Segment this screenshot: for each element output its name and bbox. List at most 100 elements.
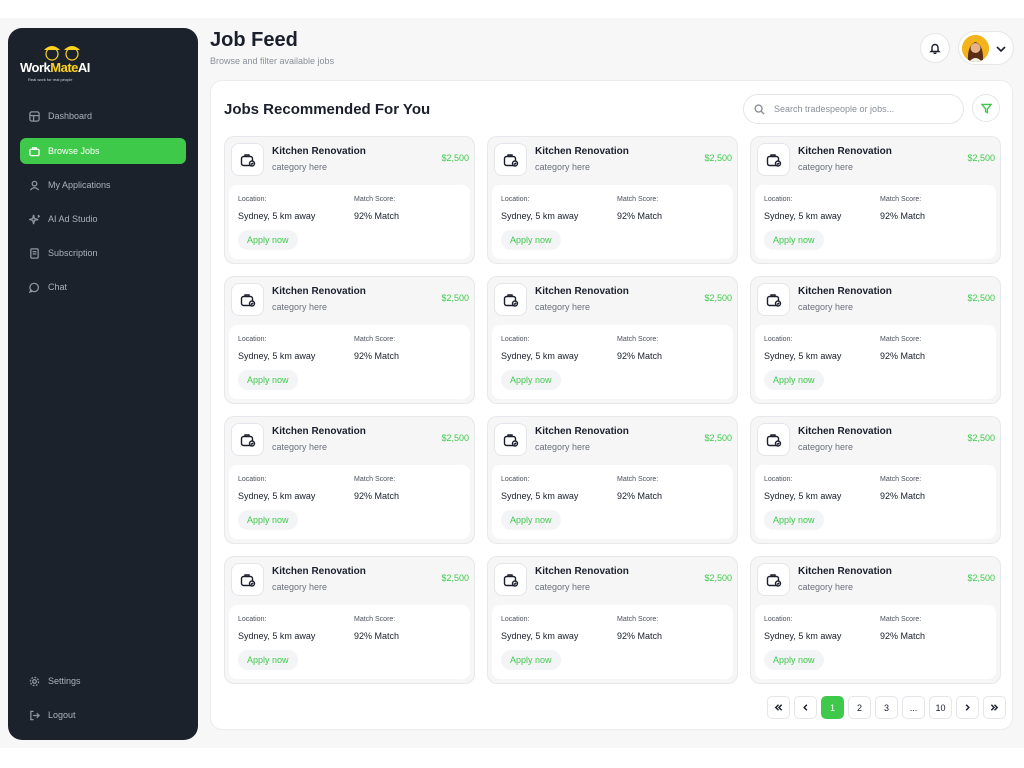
job-price: $2,500 bbox=[967, 153, 995, 163]
logo: WorkMateAI Real work for real people bbox=[20, 40, 130, 90]
sidebar-item-browse-jobs[interactable]: Browse Jobs bbox=[20, 138, 186, 164]
job-category: category here bbox=[272, 162, 328, 172]
profile-menu-button[interactable] bbox=[958, 31, 1014, 65]
job-title: Kitchen Renovation bbox=[798, 146, 892, 157]
job-price: $2,500 bbox=[704, 153, 732, 163]
search-icon bbox=[754, 103, 765, 115]
job-price: $2,500 bbox=[967, 293, 995, 303]
sidebar-item-subscription[interactable]: Subscription bbox=[20, 240, 186, 266]
job-category: category here bbox=[535, 302, 591, 312]
briefcase-icon bbox=[231, 143, 264, 176]
next-page-button[interactable] bbox=[956, 696, 979, 719]
apply-now-button[interactable]: Apply now bbox=[764, 650, 824, 670]
chevron-down-icon bbox=[995, 42, 1009, 56]
prev-page-button[interactable] bbox=[794, 696, 817, 719]
search-input[interactable] bbox=[774, 104, 944, 114]
job-price: $2,500 bbox=[704, 433, 732, 443]
job-title: Kitchen Renovation bbox=[535, 566, 629, 577]
apply-now-button[interactable]: Apply now bbox=[238, 510, 298, 530]
logo-mascot-icon bbox=[44, 46, 80, 61]
sidebar-item-logout[interactable]: Logout bbox=[20, 702, 186, 728]
job-card[interactable]: Kitchen Renovation category here $2,500 Loc… bbox=[224, 556, 475, 684]
job-card[interactable]: Kitchen Renovation category here $2,500 Loc… bbox=[750, 136, 1001, 264]
apply-now-button[interactable]: Apply now bbox=[238, 230, 298, 250]
job-card[interactable]: Kitchen Renovation category here $2,500 Loc… bbox=[487, 556, 738, 684]
apply-now-button[interactable]: Apply now bbox=[501, 370, 561, 390]
apply-now-button[interactable]: Apply now bbox=[764, 510, 824, 530]
sidebar-item-label: AI Ad Studio bbox=[48, 214, 98, 224]
location-label: Location: bbox=[764, 476, 793, 483]
job-card-body: Location: Sydney, 5 km away Match Score: 92… bbox=[492, 465, 733, 539]
sidebar-item-dashboard[interactable]: Dashboard bbox=[20, 103, 186, 129]
last-page-button[interactable] bbox=[983, 696, 1006, 719]
job-title: Kitchen Renovation bbox=[272, 426, 366, 437]
job-price: $2,500 bbox=[441, 433, 469, 443]
job-card-header: Kitchen Renovation category here $2,500 bbox=[488, 557, 737, 603]
briefcase-icon bbox=[757, 143, 790, 176]
job-category: category here bbox=[535, 442, 591, 452]
job-card[interactable]: Kitchen Renovation category here $2,500 Loc… bbox=[750, 556, 1001, 684]
search-box[interactable] bbox=[743, 94, 964, 124]
job-card[interactable]: Kitchen Renovation category here $2,500 Loc… bbox=[487, 136, 738, 264]
job-card-header: Kitchen Renovation category here $2,500 bbox=[488, 277, 737, 323]
job-card-header: Kitchen Renovation category here $2,500 bbox=[751, 417, 1000, 463]
job-card[interactable]: Kitchen Renovation category here $2,500 Loc… bbox=[487, 276, 738, 404]
logo-tagline: Real work for real people bbox=[28, 77, 73, 82]
page-title: Job Feed bbox=[210, 29, 298, 51]
filter-button[interactable] bbox=[972, 94, 1000, 122]
sidebar-item-label: My Applications bbox=[48, 180, 111, 190]
notifications-button[interactable] bbox=[920, 33, 950, 63]
page-button[interactable]: 2 bbox=[848, 696, 871, 719]
job-card-header: Kitchen Renovation category here $2,500 bbox=[751, 557, 1000, 603]
receipt-icon bbox=[28, 247, 40, 259]
match-score-label: Match Score: bbox=[880, 336, 922, 343]
job-card-body: Location: Sydney, 5 km away Match Score: 92… bbox=[229, 185, 470, 259]
sidebar-item-ai-ad-studio[interactable]: AI Ad Studio bbox=[20, 206, 186, 232]
job-card-body: Location: Sydney, 5 km away Match Score: 92… bbox=[755, 605, 996, 679]
apply-now-button[interactable]: Apply now bbox=[764, 230, 824, 250]
match-score-value: 92% Match bbox=[880, 211, 926, 221]
job-card[interactable]: Kitchen Renovation category here $2,500 Loc… bbox=[224, 416, 475, 544]
job-card[interactable]: Kitchen Renovation category here $2,500 Loc… bbox=[224, 136, 475, 264]
apply-now-button[interactable]: Apply now bbox=[501, 650, 561, 670]
job-category: category here bbox=[272, 582, 328, 592]
match-score-label: Match Score: bbox=[880, 476, 922, 483]
job-price: $2,500 bbox=[967, 433, 995, 443]
job-card-header: Kitchen Renovation category here $2,500 bbox=[225, 277, 474, 323]
location-value: Sydney, 5 km away bbox=[764, 491, 842, 501]
briefcase-icon bbox=[494, 283, 527, 316]
sidebar-item-chat[interactable]: Chat bbox=[20, 274, 186, 300]
match-score-label: Match Score: bbox=[354, 476, 396, 483]
match-score-value: 92% Match bbox=[354, 631, 400, 641]
match-score-value: 92% Match bbox=[880, 491, 926, 501]
location-label: Location: bbox=[764, 336, 793, 343]
apply-now-button[interactable]: Apply now bbox=[764, 370, 824, 390]
location-value: Sydney, 5 km away bbox=[238, 631, 316, 641]
location-value: Sydney, 5 km away bbox=[764, 351, 842, 361]
page-button[interactable]: 1 bbox=[821, 696, 844, 719]
apply-now-button[interactable]: Apply now bbox=[501, 230, 561, 250]
first-page-button[interactable] bbox=[767, 696, 790, 719]
location-value: Sydney, 5 km away bbox=[501, 631, 579, 641]
job-card[interactable]: Kitchen Renovation category here $2,500 Loc… bbox=[750, 276, 1001, 404]
pagination: 1 2 3 ... 10 bbox=[767, 696, 1006, 719]
apply-now-button[interactable]: Apply now bbox=[501, 510, 561, 530]
apply-now-button[interactable]: Apply now bbox=[238, 650, 298, 670]
page-button[interactable]: 3 bbox=[875, 696, 898, 719]
bell-icon bbox=[929, 43, 941, 54]
match-score-value: 92% Match bbox=[880, 351, 926, 361]
job-category: category here bbox=[272, 302, 328, 312]
job-card[interactable]: Kitchen Renovation category here $2,500 Loc… bbox=[487, 416, 738, 544]
sidebar-item-my-applications[interactable]: My Applications bbox=[20, 172, 186, 198]
chat-icon bbox=[28, 281, 40, 293]
page-button[interactable]: 10 bbox=[929, 696, 952, 719]
job-card-body: Location: Sydney, 5 km away Match Score: 92… bbox=[229, 325, 470, 399]
job-card[interactable]: Kitchen Renovation category here $2,500 Loc… bbox=[224, 276, 475, 404]
avatar bbox=[962, 35, 989, 62]
job-title: Kitchen Renovation bbox=[798, 566, 892, 577]
apply-now-button[interactable]: Apply now bbox=[238, 370, 298, 390]
job-title: Kitchen Renovation bbox=[798, 426, 892, 437]
job-card[interactable]: Kitchen Renovation category here $2,500 Loc… bbox=[750, 416, 1001, 544]
sidebar-item-settings[interactable]: Settings bbox=[20, 668, 186, 694]
job-title: Kitchen Renovation bbox=[535, 286, 629, 297]
